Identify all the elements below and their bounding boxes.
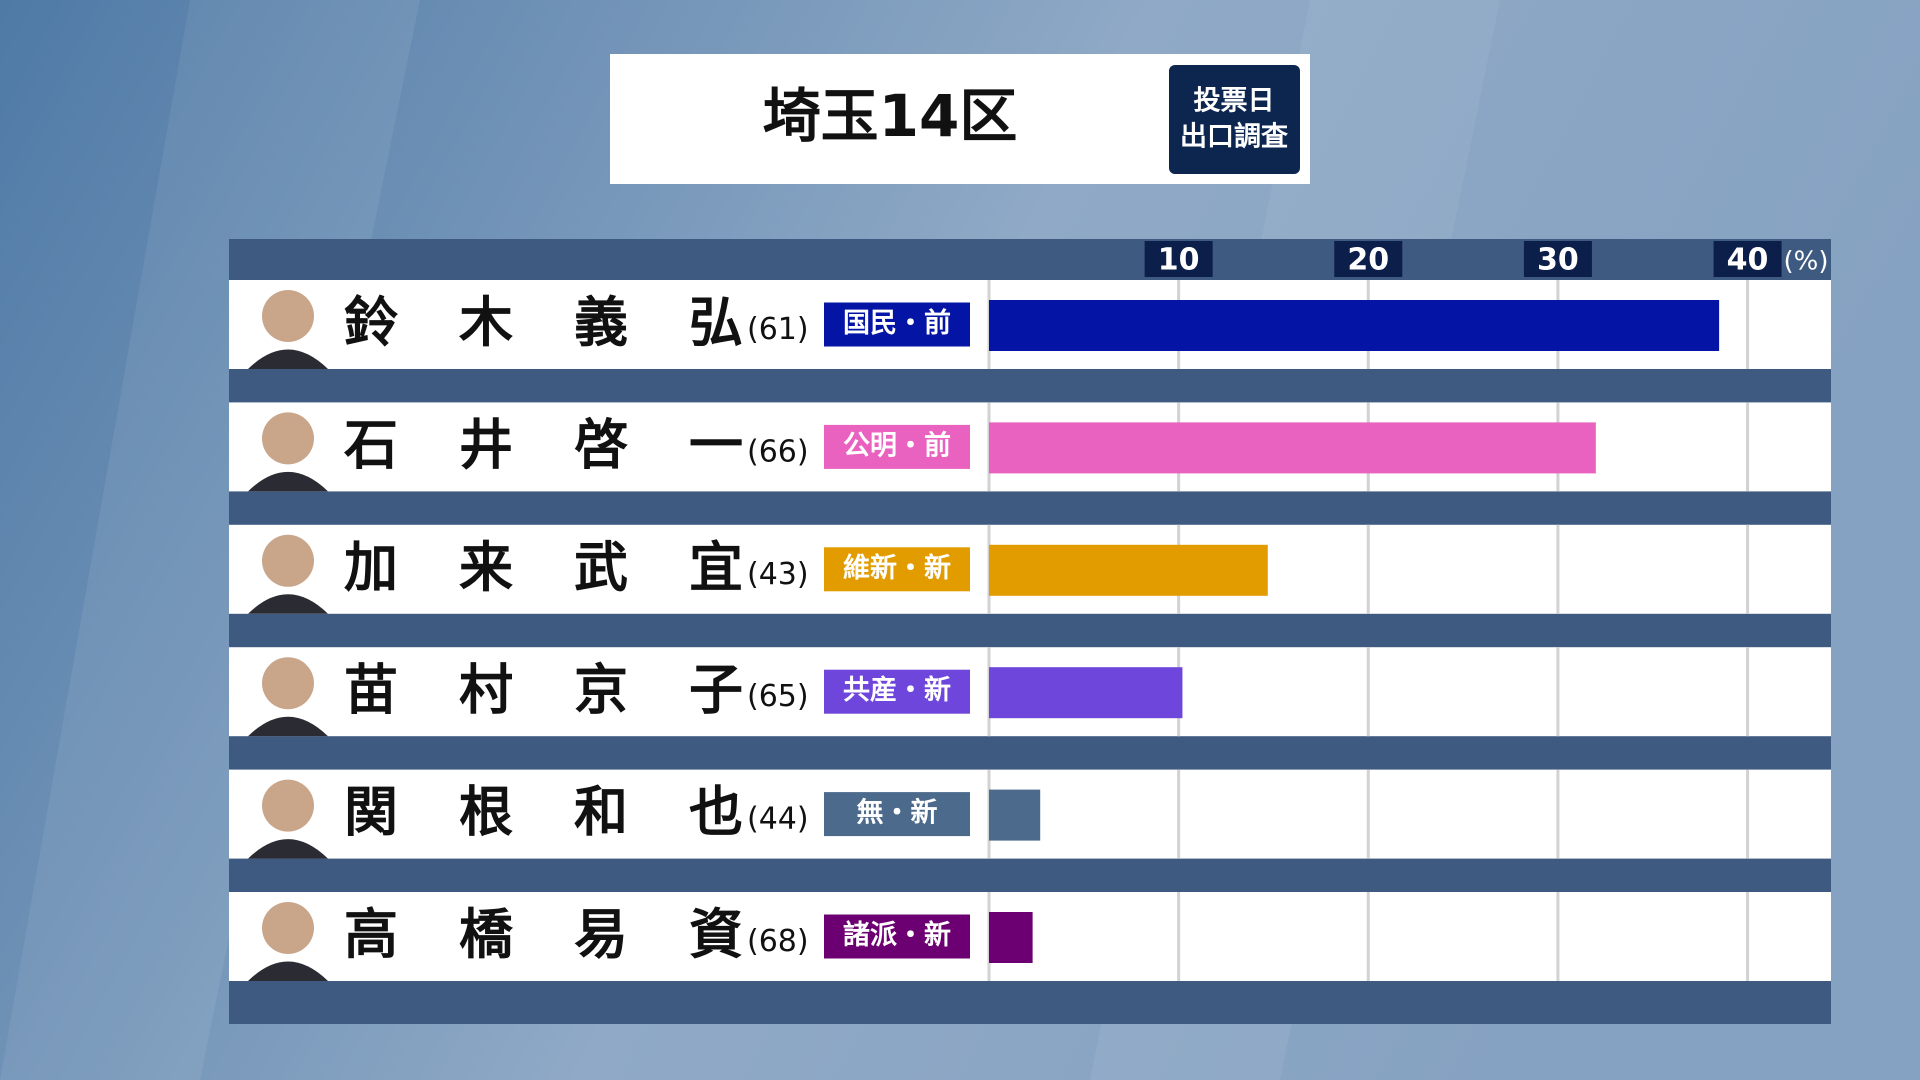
candidate-photo-head bbox=[262, 657, 314, 710]
candidate-age: (68) bbox=[747, 924, 809, 959]
party-box bbox=[824, 669, 970, 714]
candidate-photo-head bbox=[262, 412, 314, 465]
x-tick-label: 20 bbox=[1347, 243, 1389, 278]
party-label: 無・新 bbox=[857, 797, 938, 829]
party-box bbox=[824, 914, 970, 959]
bar bbox=[989, 300, 1720, 351]
bar bbox=[989, 667, 1183, 719]
badge-text: 投票日 bbox=[1194, 86, 1275, 117]
unit-label: (%) bbox=[1784, 247, 1829, 277]
candidate-age: (66) bbox=[747, 434, 809, 469]
party-box bbox=[824, 547, 970, 592]
candidate-age: (43) bbox=[747, 557, 809, 592]
party-box bbox=[824, 792, 970, 837]
candidate-photo-body bbox=[248, 961, 328, 981]
party-label: 諸派・新 bbox=[843, 919, 951, 951]
party-label: 維新・新 bbox=[843, 552, 951, 584]
bar bbox=[989, 789, 1041, 841]
party-label: 公明・前 bbox=[843, 429, 951, 461]
bar bbox=[989, 544, 1268, 596]
x-tick-box bbox=[1334, 241, 1403, 277]
candidate-photo-body bbox=[248, 349, 328, 369]
chart-title: 埼玉14区 bbox=[763, 82, 1018, 150]
candidate-photo-body bbox=[248, 716, 328, 737]
candidate-photo-head bbox=[262, 779, 314, 832]
candidate-photo-head bbox=[262, 534, 314, 587]
x-tick-label: 30 bbox=[1537, 243, 1579, 278]
bar bbox=[989, 912, 1033, 963]
x-tick-box bbox=[1144, 241, 1213, 277]
candidate-photo-head bbox=[262, 290, 314, 342]
party-label: 共産・新 bbox=[843, 674, 951, 706]
candidate-photo-body bbox=[248, 471, 328, 492]
badge-text: 出口調査 bbox=[1180, 121, 1288, 153]
x-tick-box bbox=[1713, 241, 1782, 277]
party-box bbox=[824, 302, 970, 347]
candidate-age: (65) bbox=[747, 679, 809, 714]
party-box bbox=[824, 424, 970, 469]
party-label: 国民・前 bbox=[843, 307, 951, 339]
candidate-photo-body bbox=[248, 839, 328, 859]
candidate-photo-head bbox=[262, 902, 314, 954]
candidate-age: (61) bbox=[747, 312, 809, 347]
bar bbox=[989, 422, 1596, 474]
x-tick-box bbox=[1523, 241, 1592, 277]
badge bbox=[1169, 65, 1300, 174]
candidate-age: (44) bbox=[747, 802, 809, 837]
x-tick-label: 40 bbox=[1727, 243, 1769, 278]
x-tick-label: 10 bbox=[1158, 243, 1200, 278]
candidate-photo-body bbox=[248, 594, 328, 614]
